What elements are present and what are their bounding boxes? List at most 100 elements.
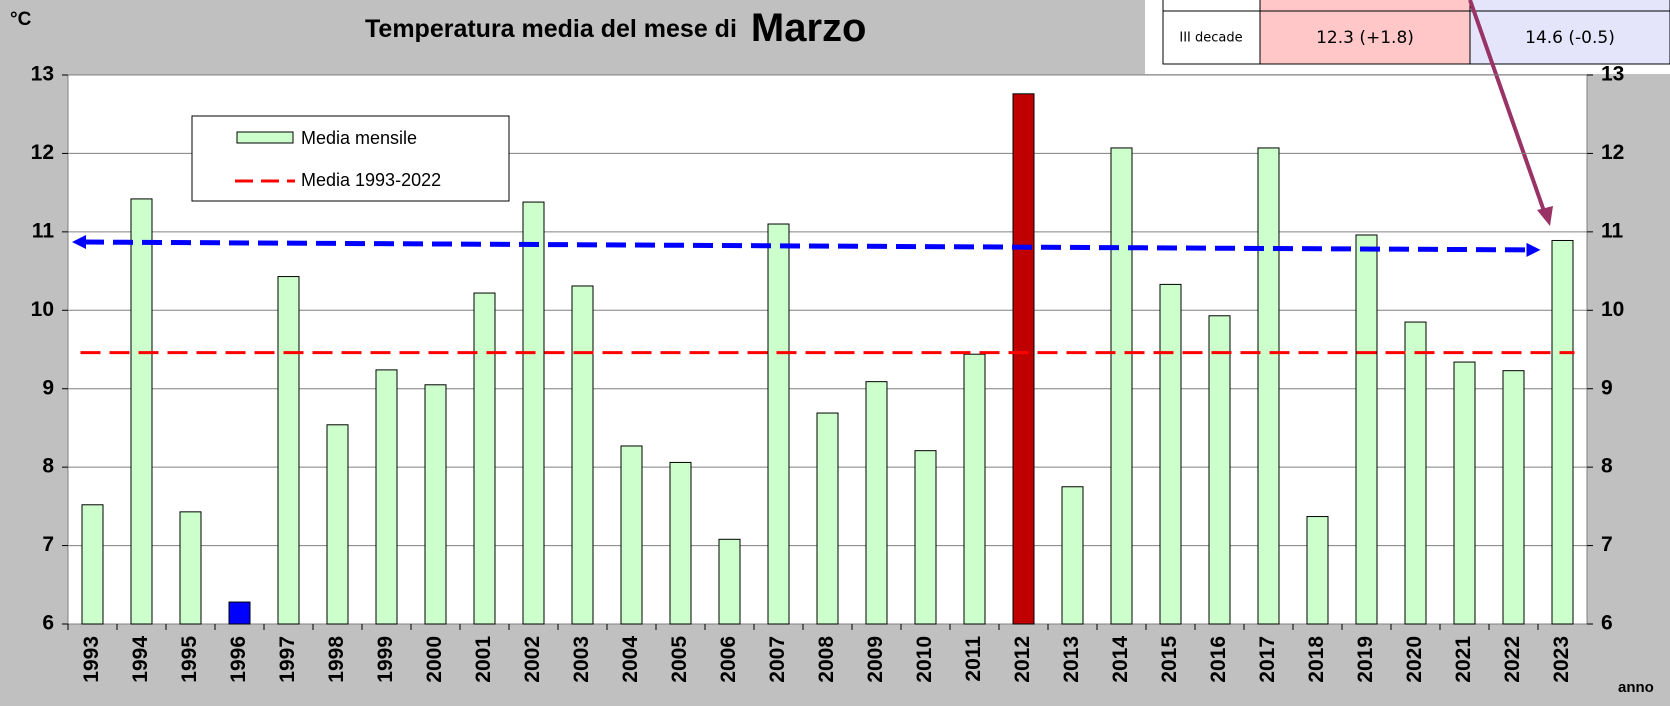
x-tick-label: 2005 (668, 636, 691, 683)
legend-box (191, 115, 510, 202)
x-tick-label: 1998 (325, 636, 348, 683)
x-tick-label: 2002 (521, 636, 544, 683)
bar (1110, 147, 1133, 625)
x-tick-label: 2001 (472, 636, 495, 683)
x-tick-label: 2015 (1158, 636, 1181, 683)
bar (963, 353, 986, 625)
x-tick-label: 2009 (864, 636, 887, 683)
y2-tick-label: 8 (1601, 455, 1613, 478)
table: III decade 12.3 (+1.8) 14.6 (-0.5) (1145, 0, 1670, 74)
bar (375, 369, 398, 625)
pointer-arrow (1468, 0, 1547, 215)
bar (130, 198, 153, 625)
bar (1012, 93, 1035, 625)
y-tick-label: 9 (42, 376, 54, 399)
legend-label: Media 1993-2022 (301, 170, 441, 190)
bar (326, 424, 349, 625)
y-tick-label: 7 (42, 533, 54, 556)
table-cell: 14.6 (-0.5) (1525, 28, 1615, 48)
y-tick-label: 10 (31, 298, 54, 321)
x-tick-label: 1996 (227, 636, 250, 683)
y2-tick-label: 6 (1601, 612, 1613, 635)
x-tick-label: 2012 (1011, 636, 1034, 683)
x-tick-label: 1997 (276, 636, 299, 683)
bar (1404, 321, 1427, 625)
x-tick-label: 1994 (129, 636, 152, 683)
cell (1162, 0, 1261, 12)
bar (1306, 516, 1329, 625)
bar (571, 285, 594, 625)
bar (1159, 283, 1182, 625)
bar (81, 504, 104, 625)
y2-tick-label: 11 (1601, 219, 1624, 242)
bar (1551, 239, 1574, 625)
legend-swatch (236, 131, 294, 144)
x-tick-label: 2003 (570, 636, 593, 683)
y2-tick-label: 12 (1601, 141, 1624, 164)
y2-tick-label: 7 (1601, 533, 1613, 556)
bar (767, 223, 790, 625)
x-tick-label: 2014 (1109, 636, 1132, 683)
x-tick-label: 1995 (178, 636, 201, 683)
x-tick-label: 2017 (1256, 636, 1279, 683)
bar (1257, 147, 1280, 625)
x-tick-label: 2018 (1305, 636, 1328, 683)
cell (1259, 10, 1471, 65)
x-tick-label: 2016 (1207, 636, 1230, 683)
x-tick-label: 2021 (1452, 636, 1475, 683)
bar (1502, 370, 1525, 625)
x-tick-label: 2000 (423, 636, 446, 683)
bar (669, 461, 692, 625)
pointer-arrow-head (1537, 206, 1553, 226)
y-tick-label: 13 (31, 63, 54, 86)
bar (620, 445, 643, 625)
trend-arrow-start (72, 235, 86, 250)
bar (1061, 486, 1084, 625)
legend-label: Media mensile (301, 128, 417, 148)
bar (473, 292, 496, 625)
x-tick-label: 2006 (717, 636, 740, 683)
x-tick-label: 1999 (374, 636, 397, 683)
x-tick-label: 2013 (1060, 636, 1083, 683)
bar (179, 511, 202, 625)
bar (865, 381, 888, 625)
x-tick-label: 2007 (766, 636, 789, 683)
cell (1469, 10, 1670, 65)
x-tick-label: 1993 (80, 636, 103, 683)
table-cell: 12.3 (+1.8) (1316, 28, 1414, 48)
y-tick-label: 8 (42, 455, 54, 478)
trend-arrow-end (1526, 242, 1541, 257)
y-tick-label: 12 (31, 141, 54, 164)
title-text: Temperatura media del mese di (365, 15, 737, 43)
trend-line (83, 239, 1529, 253)
x-tick-label: 2023 (1550, 636, 1573, 683)
bar (277, 276, 300, 625)
bar (914, 450, 937, 625)
x-tick-label: 2008 (815, 636, 838, 683)
x-tick-label: 2022 (1501, 636, 1524, 683)
x-tick-label: 2019 (1354, 636, 1377, 683)
y-tick-label: 11 (32, 219, 55, 242)
legend: Media mensile Media 1993-2022 (191, 115, 510, 202)
cell (1162, 10, 1261, 65)
y-axis-label: °C (10, 9, 32, 30)
y-tick-label: 6 (42, 612, 54, 635)
x-axis-label: anno (1618, 679, 1654, 696)
bar (424, 384, 447, 625)
x-tick-label: 2011 (962, 636, 985, 682)
y2-tick-label: 13 (1601, 63, 1624, 86)
x-tick-label: 2010 (913, 636, 936, 683)
y2-tick-label: 10 (1601, 298, 1624, 321)
x-tick-label: 2020 (1403, 636, 1426, 683)
bar (1208, 315, 1231, 625)
bar (718, 538, 741, 625)
y2-tick-label: 9 (1601, 376, 1613, 399)
bar (816, 412, 839, 625)
table-cell: III decade (1179, 31, 1242, 46)
chart-title: Temperatura media del mese di Marzo (365, 6, 866, 50)
bar (1453, 361, 1476, 625)
x-tick-label: 2004 (619, 636, 642, 683)
bar (1355, 234, 1378, 625)
bar (228, 601, 251, 625)
